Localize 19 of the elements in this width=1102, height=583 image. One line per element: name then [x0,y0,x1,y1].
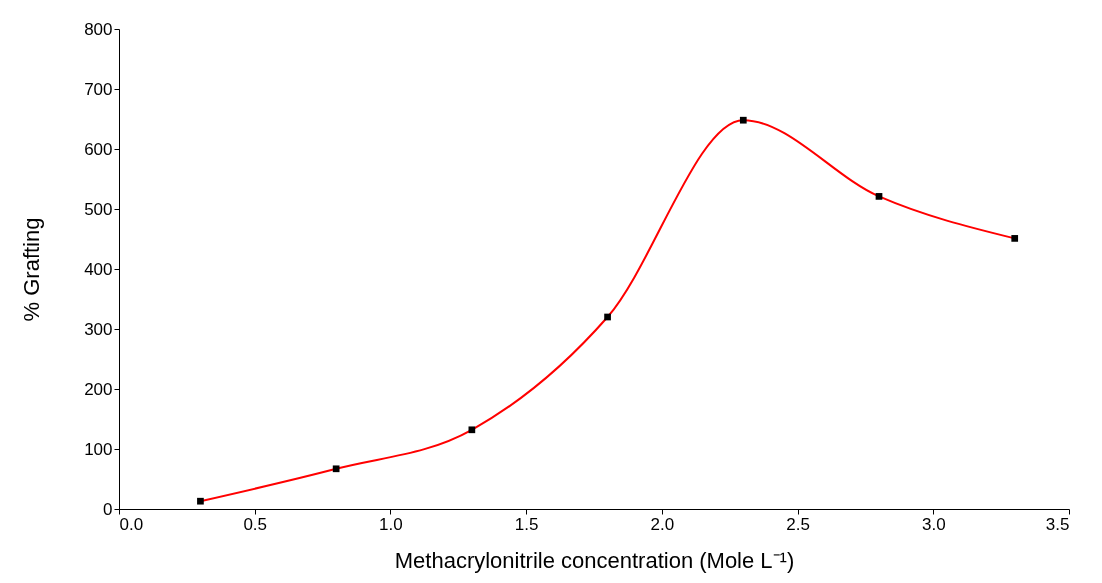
y-tick-label: 800 [84,19,113,39]
y-tick-label: 200 [84,379,113,399]
x-tick-label: 1.0 [379,514,403,534]
x-tick-label: 2.0 [650,514,675,534]
y-tick-label: 700 [84,79,113,99]
x-tick-label: 2.5 [786,514,810,534]
y-tick-label: 600 [84,139,113,159]
x-tick-label: 0.0 [119,514,144,534]
y-tick-label: 500 [84,199,113,219]
y-axis-title: % Grafting [19,217,45,322]
x-tick-label: 3.0 [921,514,946,534]
x-axis-title: Methacrylonitrile concentration (Mole L⁻¹) [394,547,795,573]
y-tick-label: 100 [84,439,113,459]
y-tick-label: 300 [84,319,113,339]
y-tick-label: 400 [84,259,113,279]
x-tick-label: 0.5 [243,514,268,534]
y-tick-label: 0 [103,499,113,519]
x-tick-label: 1.5 [514,514,539,534]
x-tick-label: 3.5 [1045,514,1070,534]
